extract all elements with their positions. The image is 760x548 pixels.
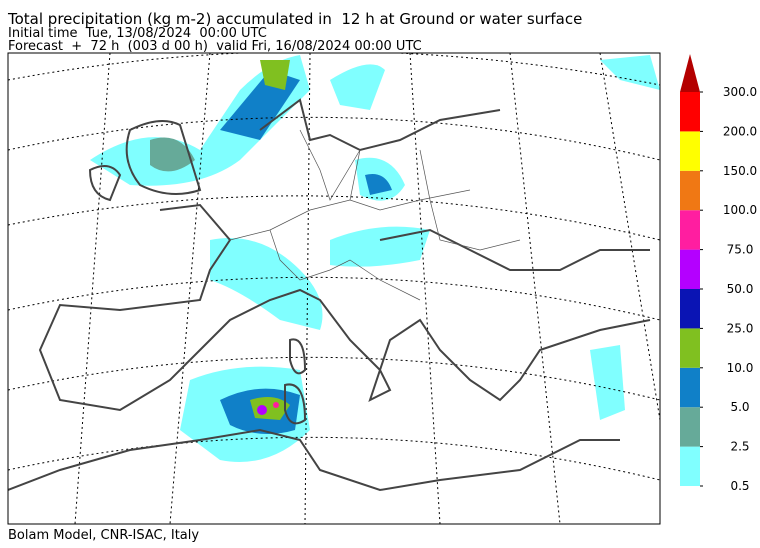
- colorbar-label: 5.0: [730, 400, 749, 414]
- colorbar-segment: [680, 210, 700, 250]
- colorbar-label: 200.0: [723, 124, 757, 138]
- colorbar-label: 300.0: [723, 85, 757, 99]
- borders: [229, 129, 521, 301]
- colorbar-segment: [680, 170, 700, 211]
- colorbar-label: 50.0: [727, 282, 754, 296]
- map-frame: [7, 52, 661, 525]
- colorbar-label: 2.5: [730, 440, 749, 454]
- forecast-time: Forecast + 72 h (003 d 00 h) valid Fri, …: [8, 39, 422, 54]
- colorbar-segment: [680, 249, 700, 289]
- colorbar-segment: [680, 289, 700, 329]
- colorbar-label: 25.0: [727, 321, 754, 335]
- colorbar-segment: [680, 446, 700, 486]
- coastlines: [8, 98, 651, 492]
- colorbar-segment: [680, 367, 700, 408]
- colorbar-segment: [680, 407, 700, 447]
- map: [7, 52, 661, 525]
- colorbar-label: 75.0: [727, 243, 754, 257]
- footer: Bolam Model, CNR-ISAC, Italy: [8, 528, 199, 543]
- colorbar-label: 100.0: [723, 203, 757, 217]
- graticule: [8, 53, 660, 524]
- colorbar-segment: [680, 92, 700, 132]
- precip-areas: [90, 55, 660, 462]
- colorbar-label: 10.0: [727, 361, 754, 375]
- colorbar-label: 0.5: [730, 479, 749, 493]
- colorbar-label: 150.0: [723, 164, 757, 178]
- colorbar-segment: [680, 131, 700, 171]
- initial-time: Initial time Tue, 13/08/2024 00:00 UTC: [8, 26, 267, 41]
- title: Total precipitation (kg m-2) accumulated…: [7, 10, 582, 28]
- colorbar-extend: [680, 54, 700, 92]
- colorbar-segment: [680, 328, 700, 368]
